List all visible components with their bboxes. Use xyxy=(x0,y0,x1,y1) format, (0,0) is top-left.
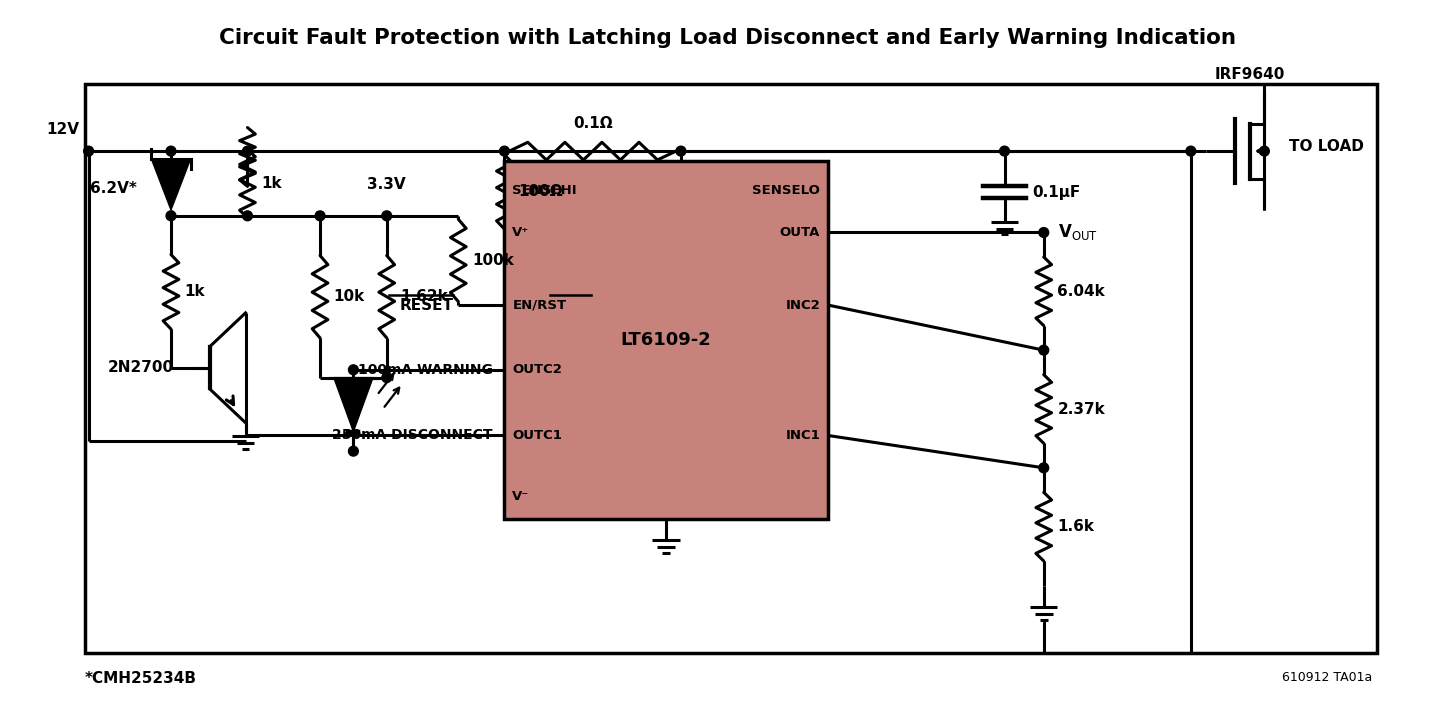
Text: 1k: 1k xyxy=(262,176,282,191)
Circle shape xyxy=(381,373,391,383)
Polygon shape xyxy=(151,159,191,210)
Circle shape xyxy=(1039,463,1049,473)
Text: V⁻: V⁻ xyxy=(512,490,530,503)
Circle shape xyxy=(243,211,252,221)
Text: 6.04k: 6.04k xyxy=(1058,284,1106,299)
Text: 0.1Ω: 0.1Ω xyxy=(573,116,613,131)
Text: INC1: INC1 xyxy=(786,429,821,442)
Circle shape xyxy=(499,146,509,156)
Text: V$_{\mathrm{OUT}}$: V$_{\mathrm{OUT}}$ xyxy=(1058,222,1099,242)
Text: 100Ω: 100Ω xyxy=(518,184,563,199)
Text: OUTA: OUTA xyxy=(780,226,821,239)
Text: INC2: INC2 xyxy=(786,298,821,312)
Text: 0.1μF: 0.1μF xyxy=(1032,185,1080,200)
Text: 2N2700: 2N2700 xyxy=(108,361,175,375)
Circle shape xyxy=(316,211,324,221)
Text: OUTC1: OUTC1 xyxy=(512,429,562,442)
Text: RESET: RESET xyxy=(400,298,454,313)
Text: 1.6k: 1.6k xyxy=(1058,519,1094,534)
Text: TO LOAD: TO LOAD xyxy=(1289,138,1363,153)
Text: V⁺: V⁺ xyxy=(512,226,530,239)
Circle shape xyxy=(166,146,176,156)
Text: IRF9640: IRF9640 xyxy=(1215,67,1285,82)
Text: SENSEHI: SENSEHI xyxy=(512,184,576,197)
Circle shape xyxy=(1000,146,1010,156)
Text: SENSELO: SENSELO xyxy=(752,184,821,197)
Text: 10k: 10k xyxy=(333,289,365,304)
Text: LT6109-2: LT6109-2 xyxy=(621,331,711,349)
Text: 100mA WARNING: 100mA WARNING xyxy=(358,363,493,376)
Text: 610912 TA01a: 610912 TA01a xyxy=(1282,671,1372,684)
Circle shape xyxy=(349,446,358,456)
Text: 6.2V*: 6.2V* xyxy=(90,181,137,196)
Circle shape xyxy=(84,146,93,156)
Text: 1k: 1k xyxy=(185,285,205,299)
Text: EN/RST: EN/RST xyxy=(512,298,566,312)
Circle shape xyxy=(1260,146,1269,156)
Circle shape xyxy=(1039,227,1049,237)
Text: 250mA DISCONNECT: 250mA DISCONNECT xyxy=(332,429,493,442)
Text: *CMH25234B: *CMH25234B xyxy=(84,671,196,686)
Bar xyxy=(505,161,828,519)
Polygon shape xyxy=(333,378,372,432)
Circle shape xyxy=(1186,146,1196,156)
Circle shape xyxy=(677,146,685,156)
Circle shape xyxy=(1039,346,1049,355)
Text: Circuit Fault Protection with Latching Load Disconnect and Early Warning Indicat: Circuit Fault Protection with Latching L… xyxy=(218,29,1235,48)
Circle shape xyxy=(166,211,176,221)
Text: 2.37k: 2.37k xyxy=(1058,402,1106,417)
Text: 12V: 12V xyxy=(47,123,80,138)
Text: OUTC2: OUTC2 xyxy=(512,364,562,376)
Text: 3.3V: 3.3V xyxy=(368,177,406,192)
Circle shape xyxy=(381,211,391,221)
Circle shape xyxy=(243,146,252,156)
Text: 1.62k: 1.62k xyxy=(400,289,448,304)
Text: 100k: 100k xyxy=(471,253,514,268)
Bar xyxy=(84,85,1378,653)
Circle shape xyxy=(349,365,358,375)
